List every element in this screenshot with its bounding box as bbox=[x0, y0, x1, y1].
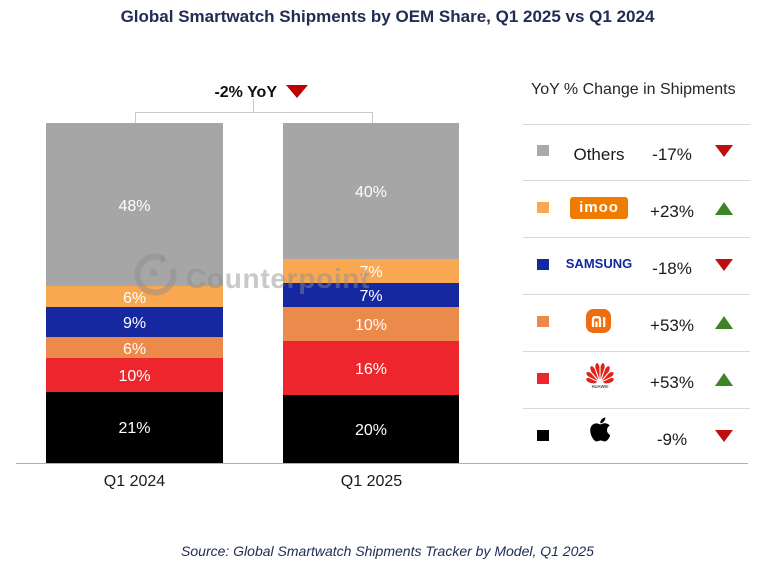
svg-text:HUAWEI: HUAWEI bbox=[592, 384, 609, 389]
